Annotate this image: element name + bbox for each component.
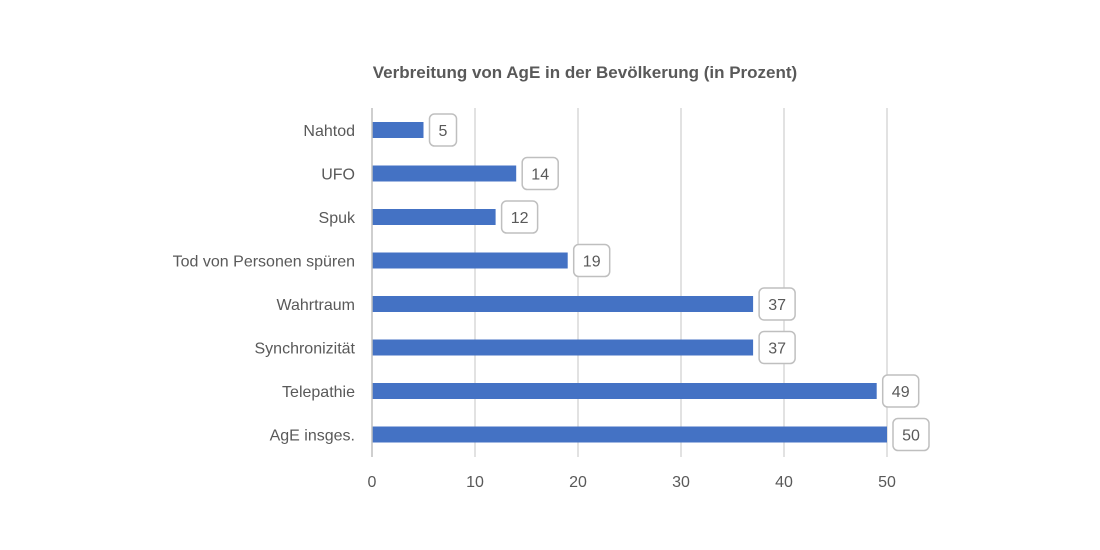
data-label: 14 bbox=[521, 156, 559, 191]
category-label: Tod von Personen spüren bbox=[173, 254, 355, 271]
bar bbox=[372, 252, 568, 269]
x-tick-label: 40 bbox=[775, 474, 793, 491]
data-label-value: 12 bbox=[511, 210, 529, 227]
data-label-value: 5 bbox=[439, 123, 448, 140]
data-label-box bbox=[428, 113, 458, 147]
data-label-value: 19 bbox=[583, 254, 601, 271]
data-label: 19 bbox=[572, 243, 611, 278]
data-label-box bbox=[892, 417, 930, 452]
category-axis: Nahtod UFO Spuk Tod von Personen spüren Wahr… bbox=[173, 108, 373, 457]
data-label-value: 14 bbox=[531, 167, 549, 184]
data-label-box bbox=[758, 330, 796, 365]
data-label-value: 50 bbox=[902, 428, 920, 445]
data-label-value: 37 bbox=[768, 341, 786, 358]
data-label-box bbox=[881, 374, 920, 408]
data-labels: 5 14 12 19 37 37 49 50 bbox=[428, 113, 930, 452]
category-label: Telepathie bbox=[282, 384, 355, 401]
data-label-value: 37 bbox=[768, 297, 786, 314]
category-label: Wahrtraum bbox=[276, 297, 355, 314]
x-tick-label: 0 bbox=[368, 474, 377, 491]
data-label-box bbox=[500, 200, 539, 234]
data-label: 12 bbox=[500, 200, 539, 234]
data-label: 5 bbox=[428, 113, 458, 147]
data-label-box bbox=[572, 243, 611, 278]
x-tick-label: 10 bbox=[466, 474, 484, 491]
bars bbox=[372, 122, 887, 443]
data-label: 37 bbox=[758, 330, 796, 365]
data-label: 50 bbox=[892, 417, 930, 452]
data-label-box bbox=[521, 156, 559, 191]
x-tick-label: 20 bbox=[569, 474, 587, 491]
data-label: 49 bbox=[881, 374, 920, 408]
category-label: Nahtod bbox=[303, 123, 355, 140]
data-label: 37 bbox=[758, 287, 796, 321]
bar bbox=[372, 122, 424, 138]
bar bbox=[372, 165, 517, 182]
x-tick-label: 30 bbox=[672, 474, 690, 491]
bar bbox=[372, 209, 496, 225]
bar bbox=[372, 426, 887, 443]
category-label: AgE insges. bbox=[270, 428, 355, 445]
category-label: Synchronizität bbox=[255, 341, 356, 358]
bar bbox=[372, 383, 877, 399]
bar bbox=[372, 296, 754, 312]
bar bbox=[372, 339, 754, 356]
x-tick-label: 50 bbox=[878, 474, 896, 491]
data-label-value: 49 bbox=[892, 384, 910, 401]
value-axis-ticks: 0 10 20 30 40 50 bbox=[368, 474, 896, 491]
data-label-box bbox=[758, 287, 796, 321]
chart-title: Verbreitung von AgE in der Bevölkerung (… bbox=[373, 63, 797, 82]
category-label: UFO bbox=[321, 167, 355, 184]
category-label: Spuk bbox=[319, 210, 356, 227]
